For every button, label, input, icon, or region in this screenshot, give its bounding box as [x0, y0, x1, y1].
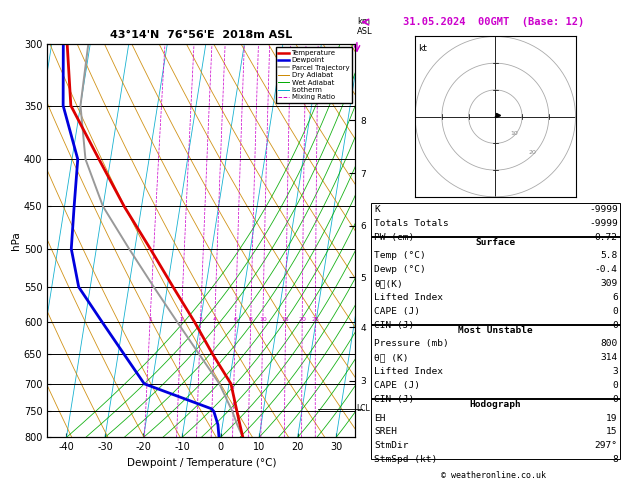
Text: Hodograph: Hodograph [469, 399, 521, 409]
X-axis label: Dewpoint / Temperature (°C): Dewpoint / Temperature (°C) [126, 458, 276, 468]
Y-axis label: hPa: hPa [11, 231, 21, 250]
Text: Lifted Index: Lifted Index [374, 367, 443, 376]
Text: K: K [374, 205, 380, 214]
Text: 3: 3 [199, 317, 203, 322]
Text: PW (cm): PW (cm) [374, 233, 415, 242]
Title: 43°14'N  76°56'E  2018m ASL: 43°14'N 76°56'E 2018m ASL [110, 30, 292, 40]
Text: CAPE (J): CAPE (J) [374, 381, 420, 390]
Text: 20: 20 [298, 317, 306, 322]
Legend: Temperature, Dewpoint, Parcel Trajectory, Dry Adiabat, Wet Adiabat, Isotherm, Mi: Temperature, Dewpoint, Parcel Trajectory… [276, 47, 352, 103]
Text: 15: 15 [282, 317, 289, 322]
Text: StmSpd (kt): StmSpd (kt) [374, 455, 438, 464]
Text: 0: 0 [612, 321, 618, 330]
Text: 8: 8 [248, 317, 253, 322]
Text: Totals Totals: Totals Totals [374, 219, 449, 228]
Text: 314: 314 [601, 353, 618, 362]
Text: Most Unstable: Most Unstable [458, 326, 533, 334]
Text: kt: kt [418, 45, 426, 53]
Text: 19: 19 [606, 414, 618, 422]
Text: Dewp (°C): Dewp (°C) [374, 265, 426, 274]
Text: © weatheronline.co.uk: © weatheronline.co.uk [442, 471, 546, 480]
Text: LCL: LCL [357, 404, 370, 413]
Text: Lifted Index: Lifted Index [374, 293, 443, 302]
Text: 309: 309 [601, 279, 618, 288]
Text: CAPE (J): CAPE (J) [374, 307, 420, 316]
Text: 0: 0 [612, 381, 618, 390]
Text: 2: 2 [179, 317, 183, 322]
Text: 6: 6 [233, 317, 237, 322]
Text: 10: 10 [510, 131, 518, 137]
Text: 3: 3 [612, 367, 618, 376]
Text: Pressure (mb): Pressure (mb) [374, 339, 449, 348]
Text: θᴇ(K): θᴇ(K) [374, 279, 403, 288]
Text: -9999: -9999 [589, 219, 618, 228]
Text: 5.8: 5.8 [601, 251, 618, 260]
Text: 0: 0 [612, 307, 618, 316]
Text: Temp (°C): Temp (°C) [374, 251, 426, 260]
Text: 8: 8 [612, 455, 618, 464]
Text: 4: 4 [213, 317, 217, 322]
Text: 25: 25 [311, 317, 320, 322]
Text: -9999: -9999 [589, 205, 618, 214]
Text: SREH: SREH [374, 427, 398, 436]
Text: 0: 0 [612, 395, 618, 404]
Text: -0.4: -0.4 [594, 265, 618, 274]
Text: StmDir: StmDir [374, 441, 409, 450]
Text: CIN (J): CIN (J) [374, 395, 415, 404]
Text: 0.72: 0.72 [594, 233, 618, 242]
Text: Surface: Surface [476, 238, 515, 246]
Text: EH: EH [374, 414, 386, 422]
Text: 20: 20 [529, 150, 537, 155]
Text: CIN (J): CIN (J) [374, 321, 415, 330]
Text: km
ASL: km ASL [357, 17, 372, 36]
Text: 6: 6 [612, 293, 618, 302]
Text: 1: 1 [148, 317, 152, 322]
Text: 800: 800 [601, 339, 618, 348]
Text: 15: 15 [606, 427, 618, 436]
Text: 297°: 297° [594, 441, 618, 450]
Text: θᴇ (K): θᴇ (K) [374, 353, 409, 362]
Text: 10: 10 [259, 317, 267, 322]
Text: 31.05.2024  00GMT  (Base: 12): 31.05.2024 00GMT (Base: 12) [403, 17, 584, 27]
